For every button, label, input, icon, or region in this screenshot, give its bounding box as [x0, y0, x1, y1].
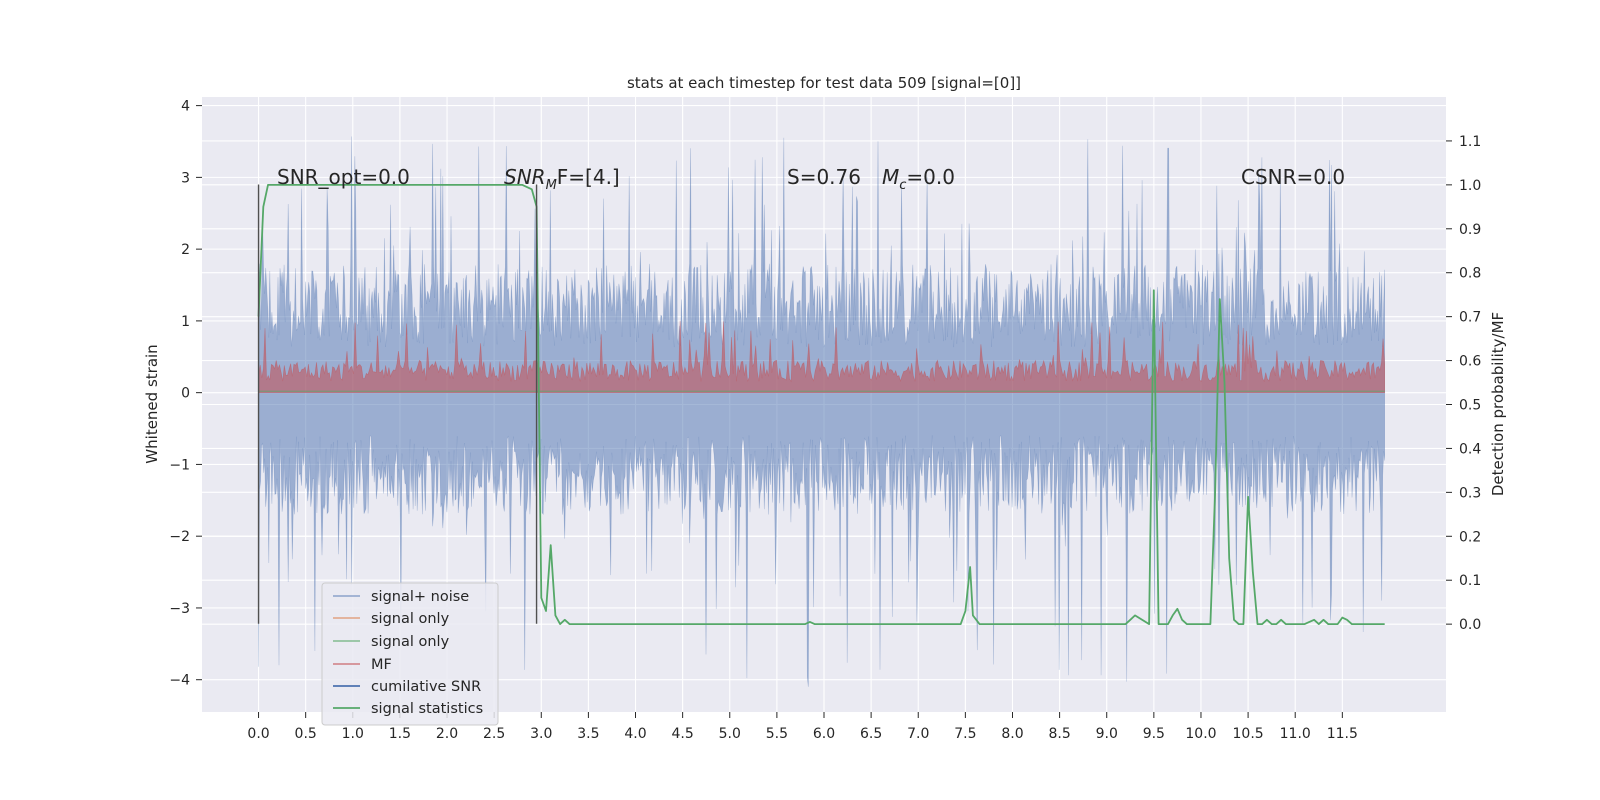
x-tick-label-3: 1.5	[389, 726, 411, 742]
series-mf	[258, 320, 1385, 393]
y-tick-label-right-10: 0.1	[1459, 573, 1481, 589]
annotation-snr-mf-sub: M	[546, 178, 557, 193]
x-tick-label-16: 8.0	[1001, 726, 1023, 742]
x-tick-label-2: 1.0	[342, 726, 364, 742]
y-tick-label-left-8: −4	[169, 673, 190, 689]
x-tick-label-1: 0.5	[295, 726, 317, 742]
annotations: SNR_opt=0.0 SNRMF=[4.] S=0.76 Mc=0.0 CSN…	[277, 165, 1345, 193]
x-tick-label-21: 10.5	[1233, 726, 1264, 742]
y-tick-label-left-3: 1	[181, 314, 190, 330]
y-axis-label-right: Detection probability/MF	[1489, 312, 1507, 496]
x-tick-label-17: 8.5	[1048, 726, 1070, 742]
y-tick-label-right-7: 0.4	[1459, 441, 1481, 457]
x-tick-label-9: 4.5	[672, 726, 694, 742]
x-tick-label-15: 7.5	[954, 726, 976, 742]
y-tick-label-right-6: 0.5	[1459, 398, 1481, 414]
legend-label-signal-only-orange: signal only	[371, 611, 450, 627]
annotation-snr-mf-main: SNR	[504, 165, 546, 189]
axes: 4 3 2 1 0 −1 −2 −3 −4 1.1 1.0 0.9 0.8 0.7 0.6 0.5 0.4 0.3…	[169, 99, 1481, 742]
legend: signal+ noise signal only signal only MF…	[321, 582, 499, 726]
x-tick-label-18: 9.0	[1096, 726, 1118, 742]
legend-label-signal-statistics: signal statistics	[371, 701, 483, 717]
legend-label-signal-noise: signal+ noise	[371, 589, 469, 605]
legend-label-mf: MF	[371, 657, 392, 673]
annotation-snr-opt: SNR_opt=0.0	[277, 165, 410, 189]
x-tick-label-7: 3.5	[577, 726, 599, 742]
legend-label-signal-only-green: signal only	[371, 634, 450, 650]
legend-label-cumulative-snr: cumilative SNR	[371, 679, 481, 695]
x-tick-label-20: 10.0	[1185, 726, 1216, 742]
y-tick-label-right-4: 0.7	[1459, 310, 1481, 326]
x-tick-label-19: 9.5	[1143, 726, 1165, 742]
plot-title: stats at each timestep for test data 509…	[627, 74, 1021, 92]
x-tick-label-14: 7.0	[907, 726, 929, 742]
vertical-markers	[257, 184, 538, 624]
x-tick-label-13: 6.5	[860, 726, 882, 742]
y-tick-label-right-0: 1.1	[1459, 134, 1481, 150]
x-tick-label-8: 4.0	[624, 726, 646, 742]
y-tick-label-right-3: 0.8	[1459, 266, 1481, 282]
series-signal-statistics	[257, 183, 1385, 625]
y-tick-label-right-2: 0.9	[1459, 222, 1481, 238]
y-tick-label-left-0: 4	[181, 99, 190, 115]
data-layer	[257, 136, 1385, 687]
y-tick-label-left-2: 2	[181, 242, 190, 258]
x-tick-label-12: 6.0	[813, 726, 835, 742]
x-tick-label-22: 11.0	[1280, 726, 1311, 742]
legend-box	[321, 582, 499, 726]
annotation-snr-mf-rest: F=[4.]	[557, 165, 620, 189]
annotation-mc: Mc=0.0	[882, 165, 955, 193]
y-tick-label-right-5: 0.6	[1459, 354, 1481, 370]
annotation-mc-rest: =0.0	[906, 165, 955, 189]
annotation-mc-main: M	[882, 165, 899, 189]
x-tick-label-11: 5.5	[766, 726, 788, 742]
y-tick-label-right-1: 1.0	[1459, 178, 1481, 194]
y-tick-label-left-1: 3	[181, 170, 190, 186]
x-tick-label-6: 3.0	[530, 726, 552, 742]
x-tick-label-10: 5.0	[719, 726, 741, 742]
y-tick-label-left-4: 0	[181, 386, 190, 402]
annotation-snr-mf: SNRMF=[4.]	[504, 165, 620, 193]
y-tick-label-left-5: −1	[169, 457, 190, 473]
y-tick-label-right-8: 0.3	[1459, 485, 1481, 501]
annotation-mc-sub: c	[899, 178, 906, 193]
x-tick-label-4: 2.0	[436, 726, 458, 742]
y-tick-label-left-6: −2	[169, 529, 190, 545]
annotation-s-stat: S=0.76	[787, 165, 861, 189]
x-tick-label-0: 0.0	[247, 726, 269, 742]
y-tick-label-right-9: 0.2	[1459, 529, 1481, 545]
annotation-csnr: CSNR=0.0	[1241, 165, 1345, 189]
y-axis-label-left: Whitened strain	[143, 344, 161, 463]
x-tick-label-5: 2.5	[483, 726, 505, 742]
x-tick-label-23: 11.5	[1327, 726, 1358, 742]
y-tick-label-left-7: −3	[169, 601, 190, 617]
series-signal-noise	[258, 136, 1385, 687]
y-tick-label-right-11: 0.0	[1459, 617, 1481, 633]
